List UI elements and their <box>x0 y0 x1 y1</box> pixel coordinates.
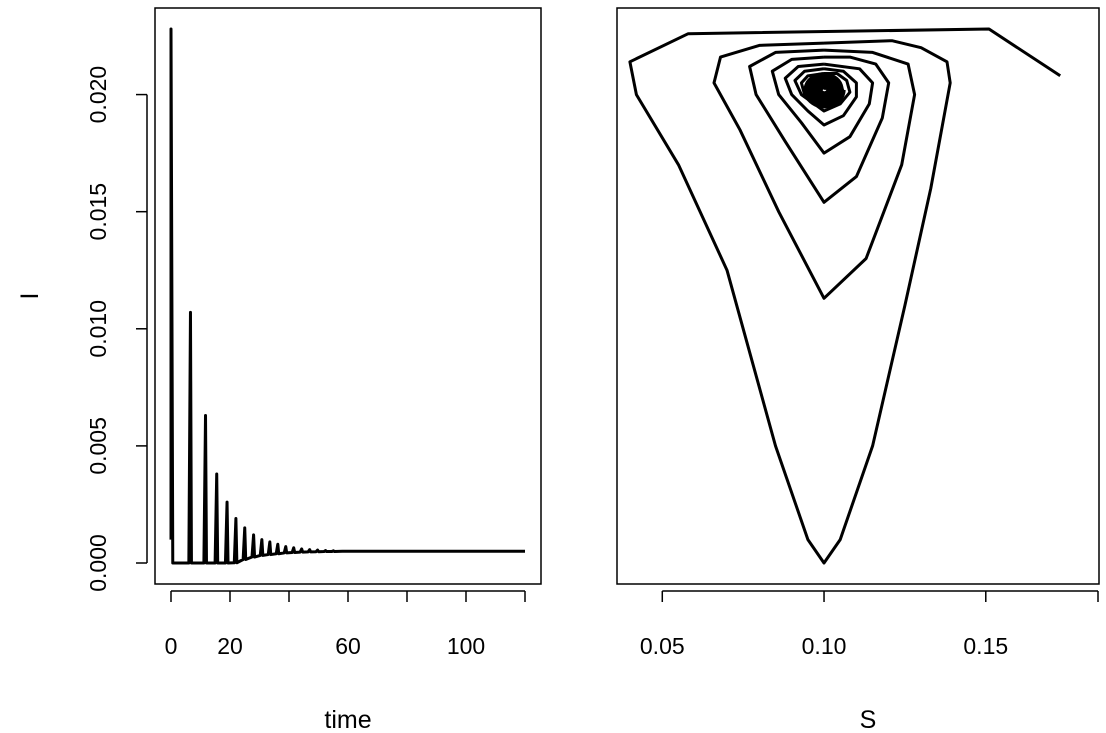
right-x-tick-label: 0.15 <box>963 633 1008 659</box>
trajectory-loop <box>712 41 917 300</box>
right-panel: 0.05 0.10 0.15 S <box>616 7 1100 733</box>
left-x-axis-label: time <box>324 706 371 733</box>
left-y-tick-label: 0.000 <box>85 534 111 592</box>
left-y-axis-label: I <box>16 293 44 300</box>
left-axis-ticks: 0 20 60 100 0.000 0.005 0.010 0.015 0.020 <box>85 66 526 659</box>
left-y-tick-label: 0.005 <box>85 417 111 475</box>
right-axis-ticks: 0.05 0.10 0.15 <box>640 590 1099 659</box>
left-x-tick-label: 0 <box>165 633 178 659</box>
trajectory-loop <box>783 62 858 127</box>
left-series-line <box>169 27 525 565</box>
left-x-tick-label: 20 <box>217 633 243 659</box>
trajectory-loop <box>628 27 1062 565</box>
left-panel: 0 20 60 100 0.000 0.005 0.010 0.015 0.020 time I <box>16 7 542 733</box>
right-x-axis-label: S <box>860 706 877 733</box>
left-y-tick-label: 0.015 <box>85 183 111 241</box>
equilibrium-spiral <box>803 72 846 109</box>
left-x-tick-label: 60 <box>335 633 361 659</box>
left-plot-frame <box>154 7 542 585</box>
left-x-tick-label: 100 <box>447 633 485 659</box>
right-series-loops <box>628 27 1062 565</box>
left-y-tick-label: 0.010 <box>85 300 111 358</box>
right-x-tick-label: 0.05 <box>640 633 685 659</box>
trajectory-loop <box>793 67 852 113</box>
right-plot-frame <box>616 7 1100 585</box>
trajectory-loop <box>748 48 891 204</box>
trajectory-loop <box>770 55 875 155</box>
right-x-tick-label: 0.10 <box>802 633 847 659</box>
left-y-tick-label: 0.020 <box>85 66 111 124</box>
